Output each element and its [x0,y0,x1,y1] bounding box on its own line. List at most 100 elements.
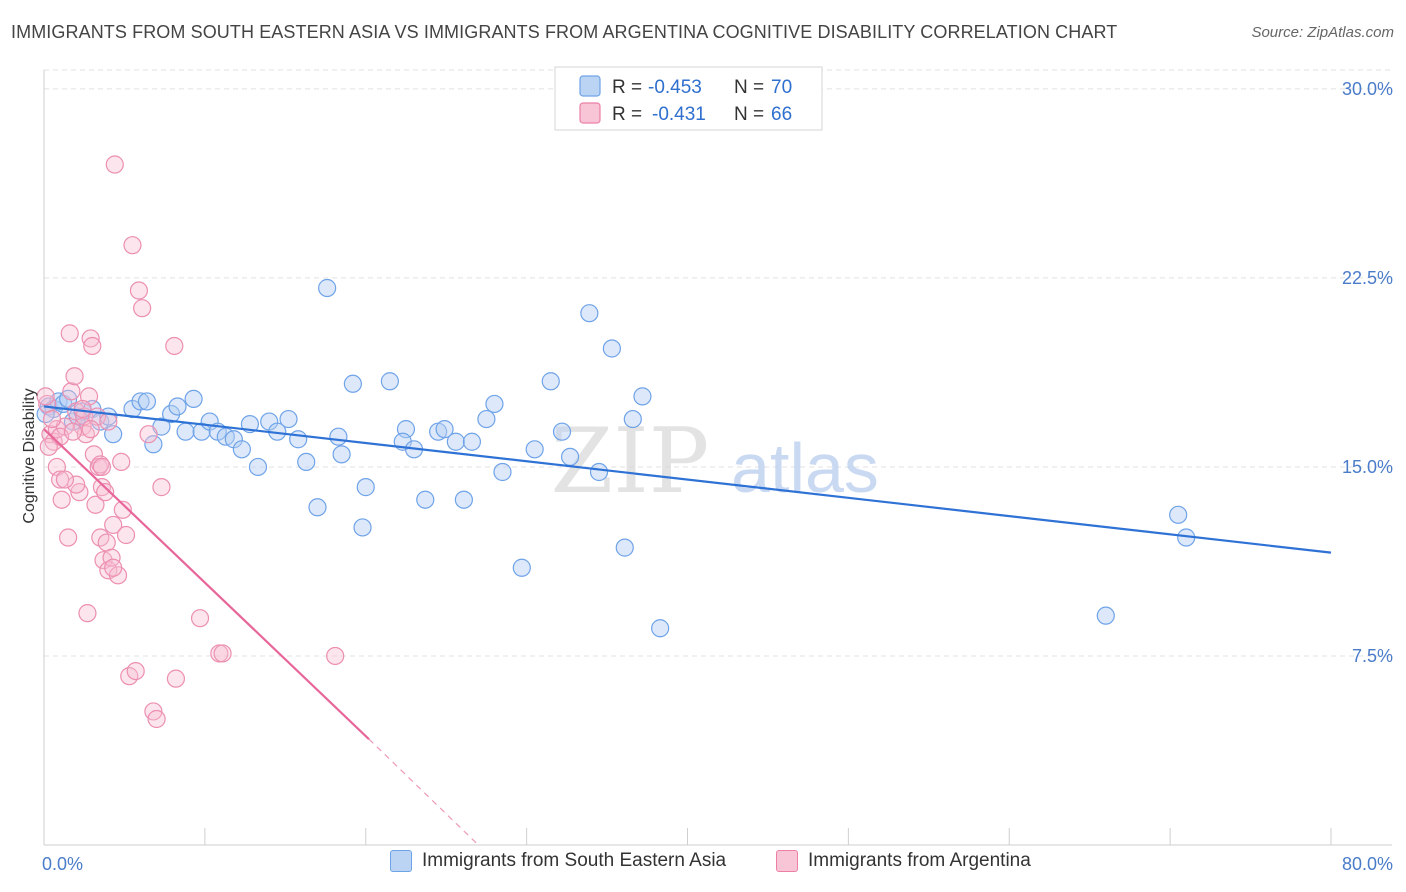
data-point [623,409,642,429]
data-point [651,619,670,638]
data-point [92,478,112,497]
data-point [86,495,105,514]
source-label: Source: ZipAtlas.com [1251,24,1394,41]
data-point [602,339,621,358]
data-point [105,155,124,174]
data-point [380,372,399,391]
data-point [65,367,84,386]
data-point [129,281,149,300]
y-axis-label: Cognitive Disability [21,388,38,523]
legend-n-label-sea: N = [734,77,764,98]
x-tick-label-min: 0.0% [42,854,83,874]
data-point [92,457,112,477]
data-point [308,498,327,517]
data-point [63,422,83,441]
data-point [133,299,152,318]
data-point [112,452,131,472]
data-point [78,604,97,623]
data-point [615,538,634,557]
data-point [113,500,132,519]
watermark-atlas: atlas [731,429,879,507]
tick-labels: 7.5% 15.0% 22.5% 30.0% 0.0% 80.0% [42,79,1393,874]
trend-line-argentina [43,428,370,740]
data-point [36,387,55,406]
data-point [318,278,337,298]
legend-r-label-sea: R = [612,77,642,98]
grid-lines [44,69,1392,657]
data-point [168,397,187,416]
data-point [485,394,504,414]
data-point [81,420,100,439]
data-points [36,155,1196,729]
data-point [279,409,298,429]
bottom-legend: Immigrants from South Eastern Asia Immig… [0,850,1406,880]
legend-n-label-arg: N = [734,104,764,125]
data-point [52,490,71,509]
data-point [435,420,454,439]
legend: R = -0.453 N = 70 R = -0.431 N = 66 [554,66,823,131]
data-point [580,304,599,323]
data-point [477,409,496,429]
data-point [165,336,184,356]
legend-n-value-sea: 70 [771,77,792,98]
data-point [297,452,316,472]
data-point [512,558,531,577]
bottom-legend-item-arg: Immigrants from Argentina [776,850,1031,872]
data-point [326,646,345,666]
data-point [232,440,251,459]
legend-r-value-arg: -0.431 [652,104,706,125]
data-point [67,475,86,494]
data-point [99,412,118,431]
data-point [147,709,166,729]
x-tick-label-max: 80.0% [1342,854,1393,874]
data-point [289,430,308,449]
data-point [55,470,75,489]
data-point [126,661,145,681]
data-point [446,432,465,451]
y-tick-label: 15.0% [1342,457,1393,477]
data-point [525,440,544,459]
data-point [541,372,560,391]
trend-line-south-eastern-asia [43,405,1332,554]
data-point [104,558,123,577]
data-point [152,478,171,497]
data-point [144,435,163,454]
trend-lines [43,405,1332,846]
data-point [356,478,375,497]
data-point [462,432,482,451]
y-tick-label: 22.5% [1342,268,1393,288]
legend-swatch-arg [579,102,601,124]
data-point [97,533,116,552]
data-point [633,387,652,406]
data-point [190,609,210,628]
data-point [123,236,142,255]
watermark: ZIP atlas [551,409,879,514]
data-point [139,425,158,444]
y-tick-label: 7.5% [1352,646,1393,666]
data-point [552,422,572,441]
data-point [493,462,512,482]
data-point [353,518,372,537]
bottom-legend-swatch-arg [776,850,798,872]
data-point [416,490,435,509]
legend-r-label-arg: R = [612,104,642,125]
legend-swatch-sea [579,75,601,97]
data-point [96,483,115,502]
y-tick-label: 30.0% [1342,79,1393,99]
data-point [248,457,268,477]
bottom-legend-label-arg: Immigrants from Argentina [808,850,1031,871]
data-point [329,427,348,446]
data-point [83,336,102,356]
data-point [343,374,362,393]
data-point [50,470,70,489]
data-point [176,422,195,441]
data-point [131,392,150,411]
data-point [73,399,92,419]
data-point [332,445,351,464]
bottom-legend-label-sea: Immigrants from South Eastern Asia [422,850,727,871]
data-point [454,490,473,509]
data-point [166,669,186,688]
data-point [161,404,181,424]
data-point [81,329,100,348]
